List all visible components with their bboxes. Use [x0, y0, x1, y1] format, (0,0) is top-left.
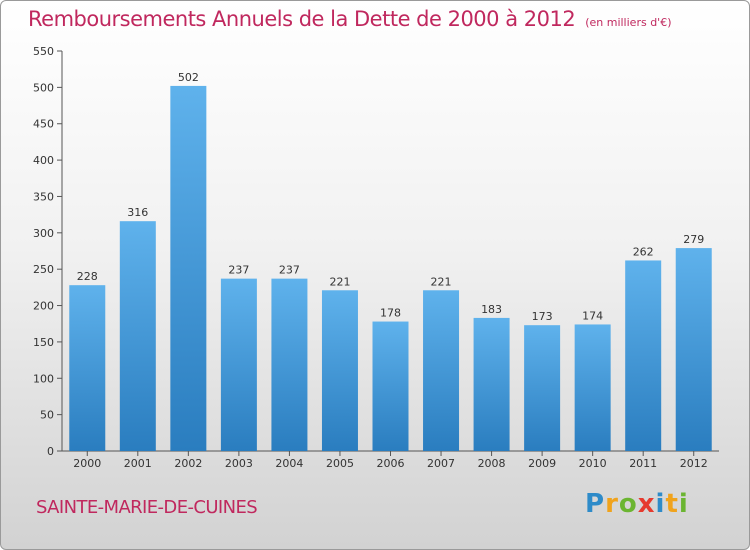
logo-letter: i: [655, 489, 666, 519]
chart-title: Remboursements Annuels de la Dette de 20…: [28, 7, 671, 31]
logo-letter: i: [678, 489, 689, 519]
bar: [574, 324, 611, 451]
logo-letter: P: [585, 489, 606, 519]
logo-letter: o: [618, 489, 638, 519]
y-tick-label: 350: [33, 190, 54, 203]
bar-value-label: 178: [380, 307, 401, 320]
y-tick-label: 50: [40, 409, 54, 422]
bar: [69, 285, 106, 451]
bar: [170, 85, 207, 451]
logo-letter: r: [605, 489, 619, 519]
bar-value-label: 262: [633, 245, 654, 258]
bar-value-label: 279: [683, 233, 704, 246]
bar-value-label: 502: [178, 71, 199, 84]
bar-value-label: 174: [582, 309, 603, 322]
bar-value-label: 183: [481, 303, 502, 316]
x-tick-label: 2000: [73, 457, 101, 470]
bar: [524, 325, 561, 451]
bar-value-label: 237: [228, 264, 249, 277]
bar: [675, 248, 712, 451]
logo-letter: t: [665, 489, 679, 519]
bar-value-label: 221: [431, 275, 452, 288]
bar: [321, 290, 358, 451]
y-tick-label: 200: [33, 300, 54, 313]
bar: [372, 321, 409, 451]
bar: [473, 317, 510, 451]
bar-value-label: 228: [77, 270, 98, 283]
x-tick-label: 2008: [478, 457, 506, 470]
y-tick-label: 550: [33, 45, 54, 58]
y-tick-label: 150: [33, 336, 54, 349]
y-tick-label: 400: [33, 154, 54, 167]
unit-note: (en milliers d'€): [585, 16, 672, 29]
y-tick-label: 0: [47, 445, 54, 458]
x-tick-label: 2006: [377, 457, 405, 470]
y-axis: 0 50 100 150 200 250 300 350 400 450 500 550: [33, 45, 63, 458]
x-tick-label: 2010: [579, 457, 607, 470]
y-tick-label: 100: [33, 372, 54, 385]
title-text: Remboursements Annuels de la Dette de 20…: [28, 7, 576, 31]
x-tick-label: 2011: [629, 457, 657, 470]
x-tick-label: 2007: [427, 457, 455, 470]
commune-name: SAINTE-MARIE-DE-CUINES: [36, 497, 258, 518]
x-tick-label: 2001: [124, 457, 152, 470]
proxiti-logo: Proxiti: [585, 489, 689, 519]
bar-value-label: 221: [329, 275, 350, 288]
x-tick-label: 2002: [174, 457, 202, 470]
y-tick-label: 300: [33, 227, 54, 240]
x-tick-label: 2009: [528, 457, 556, 470]
bar: [625, 260, 662, 451]
bar-value-label: 173: [532, 310, 553, 323]
bar-value-label: 237: [279, 264, 300, 277]
bar: [423, 290, 460, 451]
x-tick-label: 2004: [275, 457, 303, 470]
x-tick-label: 2003: [225, 457, 253, 470]
x-tick-label: 2012: [680, 457, 708, 470]
bar: [271, 278, 308, 451]
y-tick-label: 450: [33, 118, 54, 131]
bar-value-label: 316: [127, 206, 148, 219]
y-tick-label: 500: [33, 81, 54, 94]
bars: 228 316 502 237 237 221 178 221 183 173 174 262 279: [69, 71, 712, 451]
y-tick-label: 250: [33, 263, 54, 276]
logo-letter: x: [637, 489, 656, 519]
bar: [119, 221, 156, 451]
x-tick-label: 2005: [326, 457, 354, 470]
x-axis: 2000 2001 2002 2003 2004 2005 2006 2007 2008 2009…: [62, 450, 719, 470]
bar: [220, 278, 257, 451]
